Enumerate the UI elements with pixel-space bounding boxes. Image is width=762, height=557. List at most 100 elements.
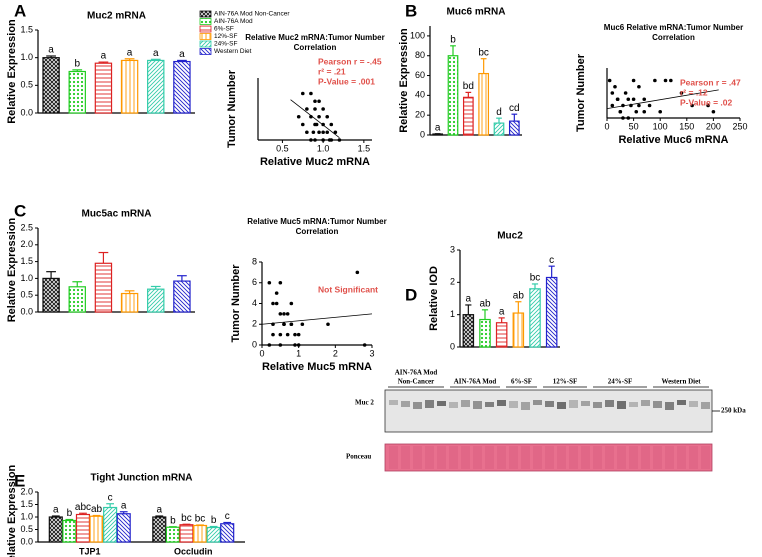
blot-band: [617, 401, 626, 409]
y-tick-label: 1.5: [20, 24, 33, 34]
bar: [94, 62, 113, 114]
point: [278, 343, 283, 347]
significance-letter: cd: [509, 103, 520, 114]
point: [362, 343, 367, 347]
panel-letter: A: [14, 1, 26, 20]
ponceau-lane: [461, 446, 470, 469]
point: [690, 103, 694, 108]
point: [274, 291, 279, 295]
bar: [42, 277, 60, 313]
point: [610, 103, 615, 108]
y-tick-label: 6: [252, 277, 257, 287]
x-axis-title: Relative Muc6 mRNA: [618, 134, 728, 146]
bar: [147, 59, 165, 114]
chart-title: Muc2: [497, 231, 523, 242]
bar: [68, 70, 86, 114]
y-tick-label: 2: [450, 277, 455, 287]
point: [278, 280, 283, 285]
blot-band: [593, 402, 602, 408]
point: [321, 138, 325, 142]
legend-swatch: [199, 33, 212, 40]
panel-letter: B: [405, 1, 417, 20]
bar: [220, 523, 235, 543]
chart-title: Correlation: [652, 33, 695, 42]
significance-letter: ab: [513, 290, 525, 301]
x-tick-label: TJP1: [79, 546, 101, 556]
point: [267, 343, 272, 347]
point: [618, 109, 623, 114]
fit-line: [290, 99, 340, 138]
y-tick-label: 0.0: [20, 107, 33, 117]
bar: [120, 59, 139, 114]
point: [296, 343, 301, 347]
ponceau-lane: [485, 446, 494, 469]
x-tick-label: 50: [629, 121, 639, 131]
y-tick-label: 8: [252, 256, 257, 266]
point: [337, 138, 342, 142]
bar: [173, 280, 191, 313]
point: [274, 301, 279, 306]
y-tick-label: 1.5: [20, 256, 33, 266]
bar: [462, 314, 475, 348]
y-tick-label: 40: [415, 90, 425, 100]
significance-letter: bc: [530, 273, 541, 284]
panel-letter: E: [14, 471, 25, 490]
significance-letter: a: [157, 505, 163, 516]
point: [300, 122, 305, 127]
point: [314, 122, 319, 127]
point: [658, 109, 662, 114]
bar: [165, 526, 180, 543]
blot-band: [533, 400, 542, 405]
x-tick-label: 0: [259, 348, 264, 358]
point: [293, 332, 297, 337]
point: [706, 103, 710, 108]
annotation: Pearson r = -.45: [318, 56, 382, 66]
bar: [147, 288, 165, 313]
ponceau-lane: [593, 446, 602, 469]
x-tick-label: 200: [706, 121, 721, 131]
x-tick-label: 2: [333, 348, 338, 358]
y-tick-label: 0: [450, 341, 455, 351]
bar: [447, 55, 459, 136]
y-axis-title: Relative Expression: [6, 19, 18, 124]
blot-muc2: [384, 389, 713, 433]
point: [637, 84, 641, 89]
annotation: Pearson r = .47: [680, 77, 741, 87]
blot-band: [389, 400, 398, 405]
y-tick-label: 0.5: [20, 290, 33, 300]
y-tick-label: 0.0: [20, 306, 33, 316]
point: [278, 332, 283, 337]
legend-label: Western Diet: [214, 48, 252, 55]
chart-title: Muc6 Relative mRNA:Tumor Number: [604, 23, 743, 32]
blot-band: [641, 400, 650, 406]
ponceau-lane: [641, 446, 650, 469]
point: [642, 97, 647, 102]
significance-letter: a: [101, 51, 107, 62]
point: [309, 91, 313, 96]
bar: [116, 513, 131, 543]
blot-ponceau: [384, 443, 713, 472]
bar: [545, 276, 558, 348]
significance-letter: a: [466, 294, 472, 305]
point: [271, 332, 275, 337]
chart-title: Muc5ac mRNA: [81, 209, 151, 220]
point: [610, 91, 615, 95]
bar: [192, 524, 208, 543]
blot-band: [509, 401, 518, 408]
y-axis-title: Relative Expression: [6, 217, 18, 322]
legend-label: 6%-SF: [214, 26, 234, 33]
point: [326, 322, 330, 327]
point: [293, 343, 297, 347]
ponceau-lane: [509, 446, 518, 469]
point: [321, 130, 325, 135]
x-tick-label: 3: [369, 348, 374, 358]
y-tick-label: 4: [252, 298, 257, 308]
blot-band: [437, 401, 446, 406]
significance-letter: bc: [478, 47, 489, 58]
y-tick-label: 0.5: [20, 80, 33, 90]
blot-group-label: Non-Cancer: [398, 378, 435, 386]
blot-group-label: Western Diet: [661, 378, 701, 386]
x-tick-label: 1: [296, 348, 301, 358]
y-axis-title: Tumor Number: [226, 69, 238, 148]
point: [626, 116, 631, 120]
